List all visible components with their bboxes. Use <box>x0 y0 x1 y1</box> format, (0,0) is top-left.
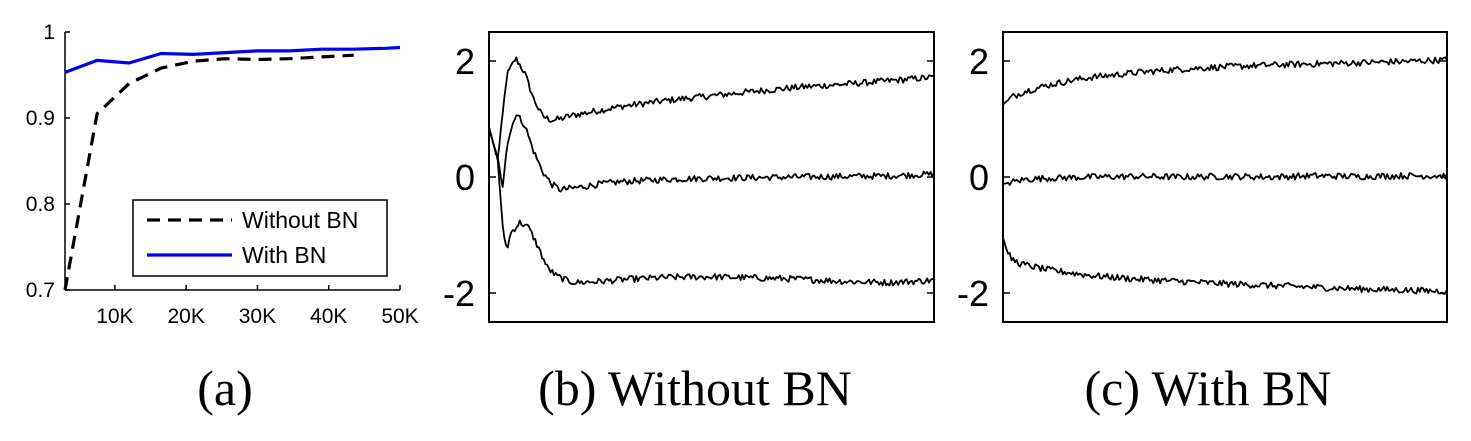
legend-box <box>132 199 388 277</box>
y-tick-label: 0 <box>969 157 989 198</box>
y-tick-label: 0.9 <box>26 107 55 130</box>
y-tick-label: 0 <box>455 157 475 198</box>
panel-c-with-bn-chart: -2 0 2 <box>957 31 1448 323</box>
y-tick-label: 2 <box>969 41 989 82</box>
caption-c: (c) With BN <box>1084 360 1331 416</box>
series-line-without-bn <box>63 53 354 291</box>
y-tick-label: 0.7 <box>26 279 55 302</box>
panel-a-accuracy-chart: 0.7 0.8 0.9 1 10K 20K 30K 40K 50K Without BN With … <box>26 21 419 328</box>
series-line-3 <box>488 127 935 287</box>
caption-b: (b) Without BN <box>538 360 852 416</box>
x-tick-label: 40K <box>310 305 347 328</box>
legend-label: Without BN <box>242 207 358 233</box>
series-line-with-bn <box>64 45 401 74</box>
panel-b-without-bn-chart: -2 0 2 <box>443 31 935 323</box>
series-line-2 <box>488 114 935 193</box>
x-tick-label: 50K <box>381 305 418 328</box>
series-line-2 <box>1002 172 1448 186</box>
x-tick-label: 20K <box>167 305 204 328</box>
y-tick-label: 1 <box>43 21 55 44</box>
y-tick-label: 0.8 <box>26 193 55 216</box>
y-tick-label: -2 <box>443 273 475 314</box>
y-tick-label: -2 <box>957 273 989 314</box>
series-line-1 <box>488 56 935 161</box>
y-tick-label: 2 <box>455 41 475 82</box>
legend-label: With BN <box>242 242 326 268</box>
legend: Without BN With BN <box>132 199 388 277</box>
series-line-1 <box>1002 56 1448 106</box>
x-tick-label: 30K <box>239 305 276 328</box>
x-tick-label: 10K <box>96 305 133 328</box>
caption-a: (a) <box>197 360 253 416</box>
series-line-3 <box>1002 237 1448 295</box>
